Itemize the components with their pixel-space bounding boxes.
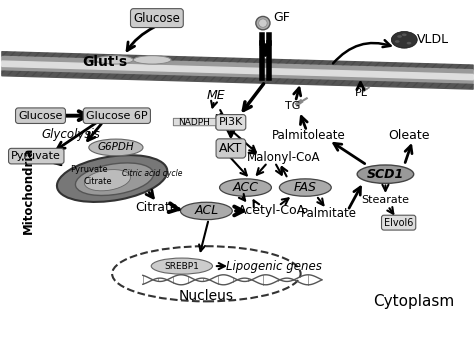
Text: ACL: ACL xyxy=(194,205,219,217)
Text: Elvol6: Elvol6 xyxy=(384,218,413,228)
Ellipse shape xyxy=(219,179,272,196)
Text: Stearate: Stearate xyxy=(362,195,410,205)
Text: Malonyl-CoA: Malonyl-CoA xyxy=(246,151,320,164)
Ellipse shape xyxy=(75,163,154,195)
Text: ACC: ACC xyxy=(232,181,258,194)
Text: AKT: AKT xyxy=(219,142,243,155)
Text: Glycolysis: Glycolysis xyxy=(42,128,100,141)
Ellipse shape xyxy=(57,155,167,202)
Text: NADPH: NADPH xyxy=(178,118,210,126)
Text: Palmitate: Palmitate xyxy=(301,207,357,220)
Text: Pyruvate: Pyruvate xyxy=(70,165,108,174)
Ellipse shape xyxy=(181,202,232,220)
Text: Citric acid cycle: Citric acid cycle xyxy=(122,169,182,178)
Text: Acetyl-CoA: Acetyl-CoA xyxy=(238,205,306,217)
Text: Oleate: Oleate xyxy=(388,129,430,142)
Ellipse shape xyxy=(259,19,267,27)
Text: SCD1: SCD1 xyxy=(367,168,404,181)
Text: Mitochondria: Mitochondria xyxy=(22,147,35,234)
Ellipse shape xyxy=(407,42,411,44)
Text: Citrate: Citrate xyxy=(84,177,112,186)
Text: Glucose: Glucose xyxy=(18,111,63,121)
Text: ME: ME xyxy=(207,89,225,102)
Text: Glut's: Glut's xyxy=(82,55,128,69)
Ellipse shape xyxy=(397,35,402,38)
Ellipse shape xyxy=(357,165,414,183)
Text: Nucleus: Nucleus xyxy=(179,289,234,303)
Ellipse shape xyxy=(279,179,331,196)
Text: FAS: FAS xyxy=(294,181,317,194)
Text: Glucose: Glucose xyxy=(134,11,180,25)
Ellipse shape xyxy=(256,17,270,30)
Ellipse shape xyxy=(89,139,143,156)
Text: Citrate: Citrate xyxy=(136,201,178,214)
Text: Lipogenic genes: Lipogenic genes xyxy=(226,259,322,273)
Ellipse shape xyxy=(392,31,417,48)
Text: VLDL: VLDL xyxy=(417,33,448,45)
Text: Pyruvate: Pyruvate xyxy=(11,151,61,161)
Ellipse shape xyxy=(395,40,400,43)
Text: G6PDH: G6PDH xyxy=(98,143,134,152)
Ellipse shape xyxy=(133,56,171,64)
Text: PL: PL xyxy=(355,88,367,98)
Ellipse shape xyxy=(402,33,407,36)
Text: Glucose 6P: Glucose 6P xyxy=(86,111,147,121)
Text: TG: TG xyxy=(285,101,301,111)
Text: GF: GF xyxy=(273,10,290,24)
Polygon shape xyxy=(173,116,222,128)
Text: PI3K: PI3K xyxy=(219,117,243,127)
Ellipse shape xyxy=(84,170,130,191)
Text: SREBP1: SREBP1 xyxy=(164,262,199,271)
Ellipse shape xyxy=(151,258,212,274)
Text: Palmitoleate: Palmitoleate xyxy=(272,129,346,142)
Ellipse shape xyxy=(96,56,133,64)
Text: Cytoplasm: Cytoplasm xyxy=(373,294,455,309)
